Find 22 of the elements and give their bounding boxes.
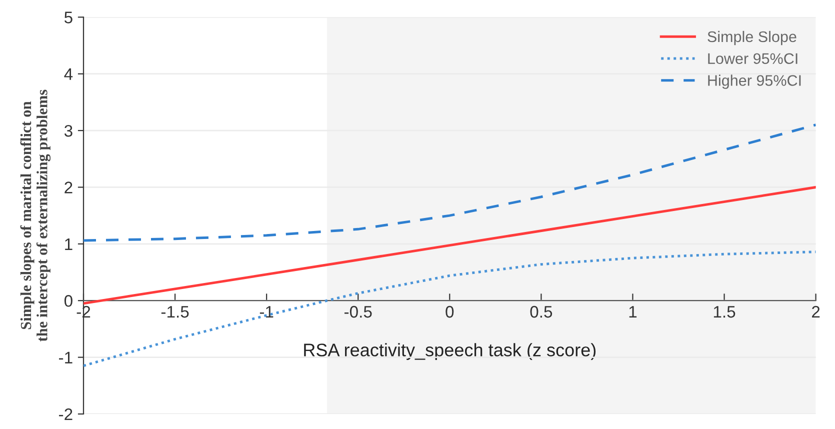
x-tick-label: 2 xyxy=(812,306,820,318)
y-tick-label: 0 xyxy=(64,295,72,307)
legend-label: Simple Slope xyxy=(708,30,796,46)
y-tick-label: 1 xyxy=(65,238,72,250)
legend-label: Higher 95%CI xyxy=(708,74,801,89)
x-tick-label: -0.5 xyxy=(344,306,372,318)
y-tick-label: -2 xyxy=(59,408,72,420)
x-tick-label: 1 xyxy=(629,306,637,318)
x-tick-label: 0 xyxy=(446,306,454,318)
x-tick-label: -1.5 xyxy=(161,306,189,318)
y-tick-label: 5 xyxy=(64,12,72,24)
line-series xyxy=(84,124,816,242)
y-tick-label: -1 xyxy=(59,352,72,364)
x-tick-label: -1 xyxy=(260,306,274,318)
y-tick-label: 4 xyxy=(64,68,73,80)
x-tick-label: 1.5 xyxy=(714,306,736,318)
y-tick-label: 3 xyxy=(64,124,72,137)
y-axis-title: Simple slopes of marital conflict on the intercept of externalizing problems xyxy=(20,90,51,342)
legend-label: Lower 95%CI xyxy=(708,53,798,64)
x-tick-label: 0.5 xyxy=(530,306,552,318)
x-axis-title: RSA reactivity_speech task (z score) xyxy=(304,343,596,360)
y-tick-label: 2 xyxy=(64,182,72,194)
